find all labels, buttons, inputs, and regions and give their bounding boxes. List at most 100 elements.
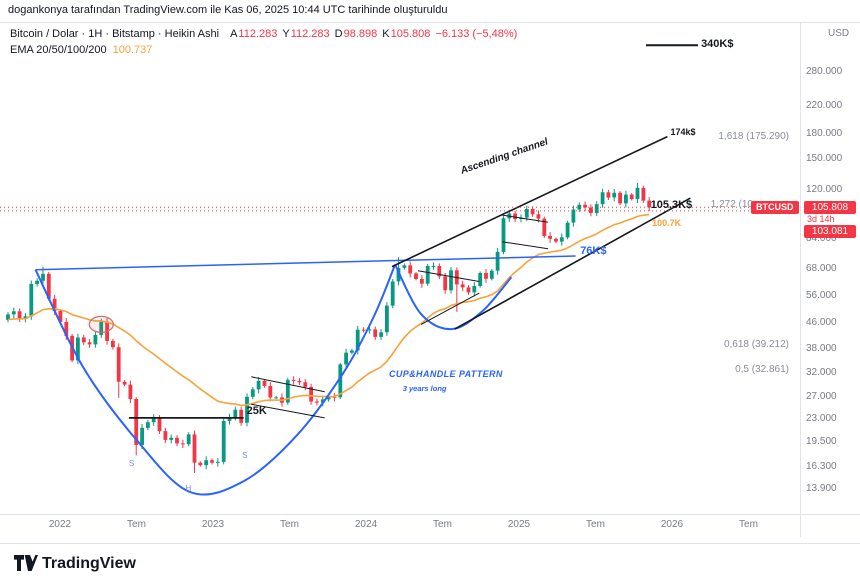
candle (192, 434, 197, 463)
candle (390, 281, 395, 306)
attribution-text: dogankonya tarafından TradingView.com il… (8, 4, 448, 16)
candle (367, 329, 372, 331)
change-value: −6.133 (−5,48%) (435, 28, 518, 40)
candle (140, 427, 144, 445)
candle (76, 337, 80, 361)
candle (151, 417, 156, 423)
circle-marker[interactable] (88, 315, 114, 334)
candle (256, 380, 261, 390)
candle (379, 332, 383, 337)
candle (291, 379, 296, 381)
candle (554, 238, 558, 242)
candle (29, 283, 34, 317)
candle (111, 340, 115, 348)
candle (239, 409, 244, 423)
candle (350, 350, 354, 353)
handle-curve[interactable] (394, 264, 513, 331)
candle (571, 209, 576, 223)
ohlc-close-value: 105.808 (390, 28, 431, 40)
candle (437, 266, 442, 277)
trendline[interactable] (502, 214, 549, 223)
trendline[interactable] (417, 270, 480, 282)
price-scale[interactable] (800, 22, 860, 514)
candle (128, 384, 133, 399)
candle (460, 284, 465, 288)
cup-curve[interactable] (34, 264, 397, 496)
candle (495, 251, 500, 271)
ema-indicator-value: 100.737 (112, 44, 153, 56)
candle (326, 396, 331, 400)
candle (489, 270, 494, 279)
candle (338, 364, 343, 398)
candle (93, 334, 98, 345)
trendline[interactable] (251, 403, 325, 419)
candle (6, 314, 10, 320)
ohlc-open-key: A (230, 28, 238, 40)
candle (52, 298, 57, 311)
candle (186, 434, 191, 445)
candle (472, 286, 477, 293)
candle (594, 204, 599, 214)
candle (612, 192, 617, 198)
trendline[interactable] (420, 292, 480, 325)
candle (245, 396, 249, 423)
candle (163, 431, 168, 440)
ohlc-high-key: Y (282, 28, 290, 40)
candle (215, 461, 220, 463)
candle (565, 222, 570, 238)
candle (414, 273, 418, 279)
candle (408, 265, 413, 274)
tradingview-wordmark[interactable]: TradingView (42, 555, 136, 572)
candle (64, 322, 69, 336)
trendline[interactable] (454, 197, 691, 330)
candle (431, 266, 436, 267)
candle (618, 192, 622, 204)
candle (303, 382, 308, 387)
candle (425, 266, 430, 284)
candle (635, 187, 640, 199)
candle (46, 273, 51, 299)
trendline[interactable] (502, 241, 549, 250)
candle (589, 207, 593, 213)
candle (99, 321, 104, 335)
candle (559, 237, 564, 242)
candle (402, 265, 407, 268)
candle (297, 380, 302, 383)
neckline[interactable] (35, 255, 576, 271)
candle (449, 270, 453, 291)
candle (478, 273, 483, 286)
candle (606, 192, 611, 198)
time-scale[interactable] (0, 514, 860, 538)
candle (320, 399, 325, 403)
candle (373, 329, 378, 337)
candle (227, 417, 232, 421)
candle (175, 437, 179, 444)
candle (146, 422, 150, 428)
candle (443, 276, 448, 291)
ema-indicator-label[interactable]: EMA 20/50/100/200 (10, 44, 107, 56)
candle (530, 209, 535, 215)
candle (17, 311, 22, 319)
candle (233, 409, 238, 418)
tradingview-logo-icon[interactable] (14, 553, 38, 573)
trendline[interactable] (391, 135, 668, 268)
candle (577, 204, 582, 210)
candle (81, 337, 86, 343)
ema-line[interactable] (7, 213, 650, 407)
candle (315, 401, 319, 403)
symbol-description[interactable]: Bitcoin / Dolar · 1H · Bitstamp · Heikin… (10, 28, 220, 40)
attribution-bar: dogankonya tarafından TradingView.com il… (0, 0, 860, 22)
candle (484, 273, 488, 279)
candle (274, 397, 278, 399)
candle (647, 200, 652, 208)
candle (466, 287, 471, 293)
candle (600, 192, 605, 205)
trendline[interactable] (251, 376, 325, 393)
candle (385, 305, 389, 333)
candle (87, 342, 92, 345)
candle (198, 462, 203, 466)
footer-bar: TradingView (0, 544, 860, 584)
chart-legend: Bitcoin / Dolar · 1H · Bitstamp · Heikin… (10, 26, 517, 58)
candle (58, 311, 63, 322)
